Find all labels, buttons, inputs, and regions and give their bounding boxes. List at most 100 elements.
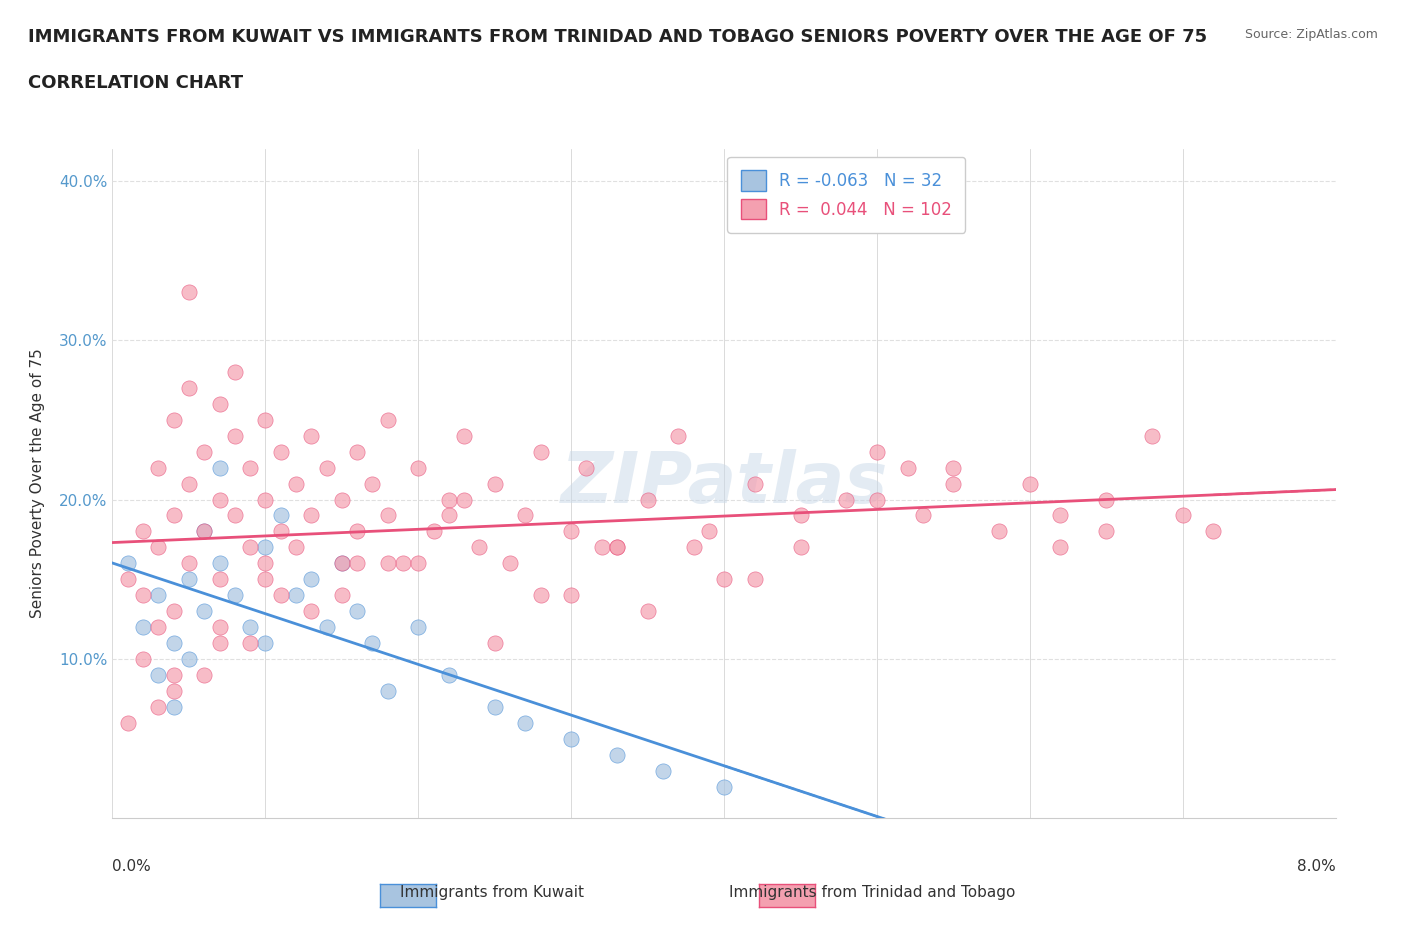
Point xyxy=(270,524,292,538)
Point xyxy=(330,556,353,571)
Point xyxy=(254,572,277,587)
Point xyxy=(606,540,628,555)
Point xyxy=(224,588,246,603)
Point xyxy=(163,699,186,714)
Text: ZIPatlas: ZIPatlas xyxy=(561,449,887,518)
Point xyxy=(148,668,170,683)
Point xyxy=(117,556,139,571)
Point xyxy=(713,779,735,794)
Point xyxy=(148,460,170,475)
Point xyxy=(208,572,231,587)
Point xyxy=(299,604,322,618)
Point xyxy=(163,412,186,427)
Point xyxy=(437,508,460,523)
Point xyxy=(346,556,368,571)
Point xyxy=(299,572,322,587)
Point xyxy=(1095,524,1118,538)
Point xyxy=(560,731,582,746)
Point xyxy=(193,445,215,459)
Point xyxy=(866,492,889,507)
Point xyxy=(148,540,170,555)
Point xyxy=(637,492,659,507)
Point xyxy=(713,572,735,587)
Point xyxy=(499,556,522,571)
Point xyxy=(468,540,491,555)
Point xyxy=(1202,524,1225,538)
Point xyxy=(117,715,139,730)
Point xyxy=(270,588,292,603)
Point xyxy=(1049,508,1071,523)
Point xyxy=(408,460,430,475)
Point xyxy=(529,588,551,603)
Point xyxy=(254,492,277,507)
Point xyxy=(177,556,200,571)
Point xyxy=(239,635,262,650)
Point xyxy=(163,668,186,683)
Point xyxy=(377,684,399,698)
Point xyxy=(682,540,704,555)
Point xyxy=(177,572,200,587)
Point xyxy=(132,652,155,667)
Point xyxy=(515,715,537,730)
Point xyxy=(239,540,262,555)
Point xyxy=(437,668,460,683)
Point xyxy=(652,764,675,778)
Point xyxy=(163,508,186,523)
Point xyxy=(177,380,200,395)
Point xyxy=(437,492,460,507)
Point xyxy=(866,445,889,459)
Point xyxy=(346,445,368,459)
Point xyxy=(408,619,430,634)
Point xyxy=(484,635,506,650)
Point xyxy=(744,572,766,587)
Point xyxy=(744,476,766,491)
Point xyxy=(591,540,613,555)
Point xyxy=(575,460,598,475)
Text: 8.0%: 8.0% xyxy=(1296,858,1336,873)
Point xyxy=(315,460,337,475)
Point xyxy=(163,684,186,698)
Point xyxy=(208,460,231,475)
Point xyxy=(422,524,444,538)
Point xyxy=(163,604,186,618)
Point xyxy=(637,604,659,618)
Point xyxy=(132,524,155,538)
Point xyxy=(1142,429,1164,444)
Point xyxy=(560,524,582,538)
Point xyxy=(377,556,399,571)
Point xyxy=(193,604,215,618)
Point xyxy=(942,476,965,491)
Point xyxy=(515,508,537,523)
Point xyxy=(208,619,231,634)
Point xyxy=(606,747,628,762)
Point xyxy=(1095,492,1118,507)
Point xyxy=(1049,540,1071,555)
Point xyxy=(177,652,200,667)
Point xyxy=(132,588,155,603)
Text: 0.0%: 0.0% xyxy=(112,858,152,873)
Point xyxy=(148,588,170,603)
Point xyxy=(254,635,277,650)
Point xyxy=(911,508,934,523)
Point xyxy=(177,285,200,299)
Y-axis label: Seniors Poverty Over the Age of 75: Seniors Poverty Over the Age of 75 xyxy=(31,349,45,618)
Point xyxy=(239,619,262,634)
Text: Immigrants from Kuwait: Immigrants from Kuwait xyxy=(401,885,583,900)
Point xyxy=(361,476,384,491)
Point xyxy=(163,635,186,650)
Point xyxy=(330,588,353,603)
Point xyxy=(208,556,231,571)
Point xyxy=(270,508,292,523)
Point xyxy=(942,460,965,475)
Point xyxy=(835,492,858,507)
Point xyxy=(224,429,246,444)
Point xyxy=(606,540,628,555)
Point xyxy=(299,508,322,523)
Point xyxy=(239,460,262,475)
Point xyxy=(208,635,231,650)
Point xyxy=(346,604,368,618)
Point xyxy=(208,396,231,411)
Point xyxy=(132,619,155,634)
Point xyxy=(392,556,415,571)
Point xyxy=(560,588,582,603)
